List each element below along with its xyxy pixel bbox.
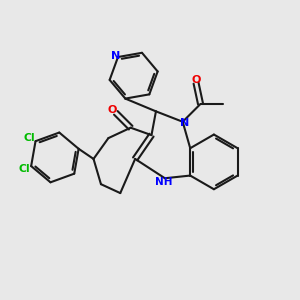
Text: Cl: Cl <box>19 164 30 174</box>
Text: O: O <box>191 75 201 85</box>
Text: N: N <box>180 118 190 128</box>
Text: Cl: Cl <box>24 133 35 143</box>
Text: NH: NH <box>154 177 172 187</box>
Text: O: O <box>108 105 117 115</box>
Text: N: N <box>111 50 120 61</box>
